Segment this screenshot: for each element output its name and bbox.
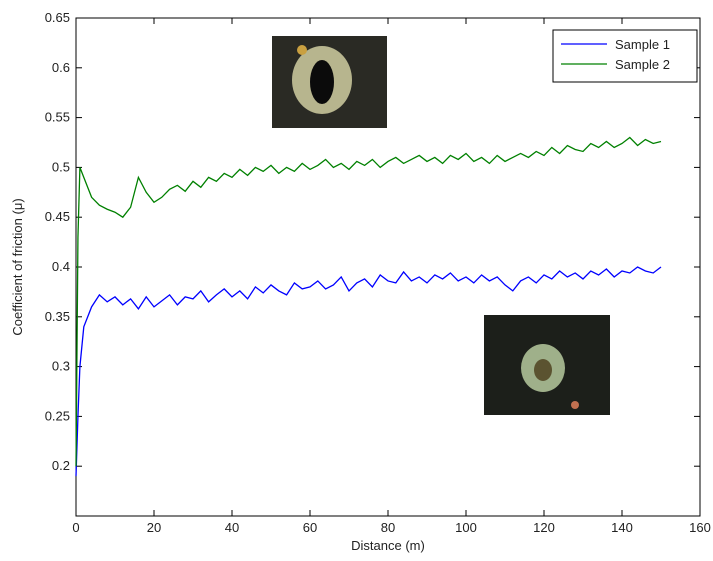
x-tick-label: 100 xyxy=(455,520,477,535)
series-line xyxy=(75,136,662,467)
plot-frame xyxy=(75,17,701,517)
y-tick-label: 0.65 xyxy=(45,10,70,25)
y-tick-label: 0.6 xyxy=(52,60,70,75)
x-tick-label: 80 xyxy=(381,520,395,535)
y-tick-label: 0.3 xyxy=(52,359,70,374)
y-tick-label: 0.55 xyxy=(45,110,70,125)
inset-image-1 xyxy=(272,36,387,128)
legend-box xyxy=(552,29,698,83)
y-tick-label: 0.25 xyxy=(45,408,70,423)
y-tick-label: 0.4 xyxy=(52,259,70,274)
y-tick-label: 0.2 xyxy=(52,458,70,473)
legend-label: Sample 1 xyxy=(615,37,670,52)
x-tick-label: 0 xyxy=(72,520,79,535)
y-tick-label: 0.5 xyxy=(52,159,70,174)
legend-label: Sample 2 xyxy=(615,57,670,72)
x-tick-label: 140 xyxy=(611,520,633,535)
x-tick-label: 120 xyxy=(533,520,555,535)
x-tick-label: 60 xyxy=(303,520,317,535)
x-tick-label: 40 xyxy=(225,520,239,535)
x-axis-label: Distance (m) xyxy=(351,538,425,553)
inset-image-2 xyxy=(484,315,610,415)
x-tick-label: 20 xyxy=(147,520,161,535)
y-axis-label: Coefficient of friction (μ) xyxy=(10,198,25,335)
x-tick-label: 160 xyxy=(689,520,711,535)
y-tick-label: 0.35 xyxy=(45,309,70,324)
y-tick-label: 0.45 xyxy=(45,209,70,224)
series-line xyxy=(75,266,662,477)
